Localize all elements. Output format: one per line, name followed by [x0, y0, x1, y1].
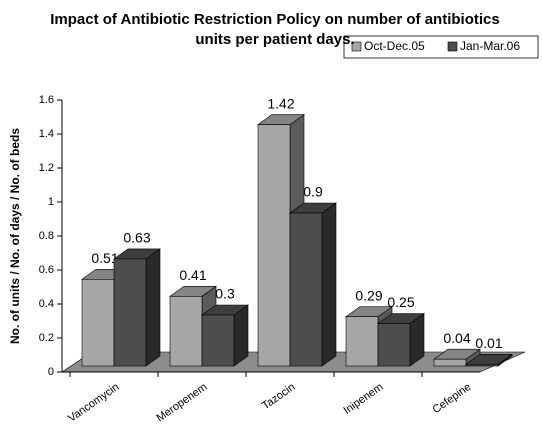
bar [465, 353, 513, 367]
bar-front [465, 363, 499, 367]
bar [113, 248, 161, 367]
x-tick-label: Meropenem [154, 381, 209, 425]
bar [201, 304, 249, 367]
data-label: 0.9 [303, 184, 323, 200]
bar-front [289, 212, 323, 367]
bar-side [145, 248, 161, 367]
bar-front [81, 278, 115, 367]
data-label: 0.41 [179, 267, 206, 283]
legend-swatch [351, 41, 362, 52]
bar-front [257, 124, 291, 367]
y-tick-label: 1.6 [39, 94, 54, 106]
y-tick-label: 1 [48, 196, 54, 208]
legend-box [343, 35, 539, 59]
bar [169, 285, 217, 367]
y-tick-label: 0.2 [39, 332, 54, 344]
bar-front [201, 314, 235, 367]
data-label: 0.51 [91, 250, 118, 266]
y-tick-label: 1.4 [39, 128, 54, 140]
bar [377, 312, 425, 367]
bar [289, 202, 337, 367]
data-label: 0.29 [355, 287, 382, 303]
data-label: 1.42 [267, 95, 294, 111]
x-tick-label: Cefepine [430, 381, 473, 416]
bar-front [433, 358, 467, 367]
data-label: 0.04 [443, 330, 470, 346]
legend-label: Oct-Dec.05 [364, 39, 425, 53]
bar-front [113, 258, 147, 367]
bar-side [233, 304, 249, 367]
bar-front [169, 295, 203, 367]
bar-front [345, 316, 379, 367]
y-axis-label: No. of units / No. of days / No. of beds [8, 128, 22, 344]
data-label: 0.63 [123, 230, 150, 246]
chart-title: Impact of Antibiotic Restriction Policy … [50, 11, 500, 48]
x-tick-label: Inipenem [341, 381, 385, 417]
y-tick-label: 0 [48, 366, 54, 378]
x-tick-label: Vancomycin [66, 381, 121, 425]
y-tick-label: 0.4 [39, 298, 54, 310]
bar-front [377, 323, 411, 367]
y-tick-label: 1.2 [39, 162, 54, 174]
y-tick-label: 0.6 [39, 264, 54, 276]
data-label: 0.25 [387, 294, 414, 310]
data-label: 0.3 [215, 286, 235, 302]
bar-side [321, 202, 337, 367]
legend-swatch [447, 41, 458, 52]
y-tick-label: 0.8 [39, 230, 54, 242]
legend-label: Jan-Mar.06 [460, 39, 520, 53]
data-label: 0.01 [475, 335, 502, 351]
x-tick-label: Tazocin [260, 381, 297, 412]
